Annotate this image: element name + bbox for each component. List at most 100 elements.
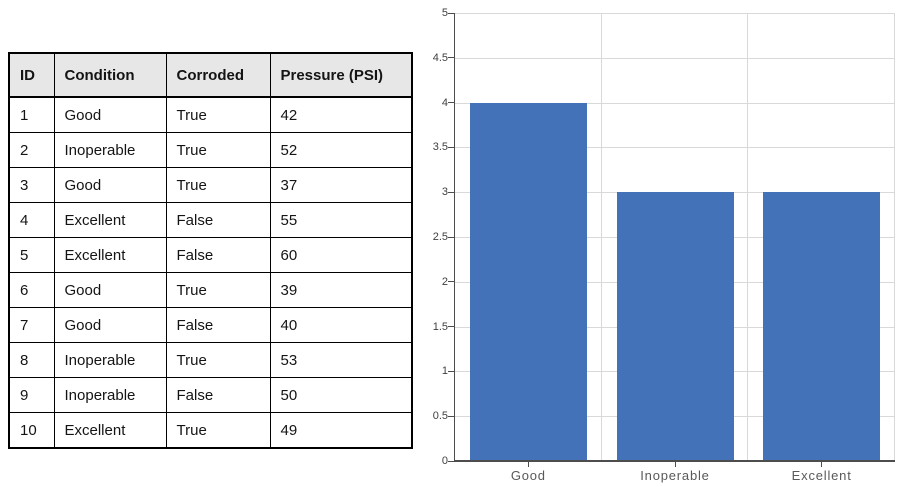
column-header: Pressure (PSI) [269, 52, 413, 98]
table-cell: 40 [269, 307, 413, 343]
table-header-row: ID Condition Corroded Pressure (PSI) [8, 52, 413, 98]
table-cell: False [165, 377, 271, 413]
table-row: 4 Excellent False 55 [8, 202, 413, 238]
x-gridline [894, 13, 895, 461]
y-axis-tick [448, 415, 454, 417]
y-tick-label: 2.5 [432, 231, 448, 243]
y-axis-tick [448, 281, 454, 283]
x-axis-line [453, 460, 895, 462]
table-cell: Excellent [53, 202, 167, 238]
table-cell: 3 [8, 167, 55, 203]
y-gridline [455, 102, 895, 104]
y-tick-label: 0.5 [432, 410, 448, 423]
y-tick-label: 0 [441, 455, 448, 467]
table-row: 8 Inoperable True 53 [8, 342, 413, 378]
table-cell: 37 [269, 167, 413, 203]
y-axis-tick [448, 460, 454, 462]
y-gridline [455, 192, 895, 194]
table-cell: Inoperable [53, 342, 167, 378]
table-cell: False [165, 307, 271, 343]
column-header: Condition [53, 52, 167, 98]
y-axis-tick [448, 370, 454, 373]
y-tick-label: 4 [441, 96, 448, 109]
table-cell: False [165, 237, 271, 273]
table-cell: 60 [269, 237, 413, 273]
table-cell: 55 [269, 202, 413, 238]
table-cell: Good [53, 307, 167, 343]
table-cell: Inoperable [53, 377, 167, 413]
table-cell: Excellent [53, 237, 167, 273]
table-cell: True [165, 342, 271, 378]
y-axis-tick [448, 236, 454, 238]
table-row: 1 Good True 42 [8, 96, 413, 133]
y-axis-tick [448, 326, 454, 328]
table-cell: 49 [269, 412, 413, 449]
table-cell: 52 [269, 132, 413, 168]
x-gridline [747, 13, 749, 461]
table-cell: 10 [8, 412, 55, 449]
table-header: ID Condition Corroded Pressure (PSI) [8, 52, 413, 98]
y-axis-tick [448, 102, 454, 104]
y-tick-label: 2 [441, 275, 448, 288]
table-row: 10 Excellent True 49 [8, 412, 413, 449]
x-tick-label: Inoperable [640, 468, 710, 483]
y-tick-label: 3 [441, 186, 448, 199]
table-cell: Excellent [53, 412, 167, 449]
bar-excellent [763, 192, 881, 461]
x-axis-tick [527, 462, 530, 467]
table-cell: True [165, 167, 271, 203]
y-gridline [455, 13, 895, 14]
y-gridline [455, 371, 895, 373]
table-cell: 2 [8, 132, 55, 168]
y-axis-tick [448, 57, 454, 59]
table-cell: 39 [269, 272, 413, 308]
table-row: 5 Excellent False 60 [8, 237, 413, 273]
bar-good [469, 102, 587, 461]
table-cell: False [165, 202, 271, 238]
table-row: 2 Inoperable True 52 [8, 132, 413, 168]
y-tick-label: 1.5 [432, 320, 448, 333]
table-cell: True [165, 96, 271, 133]
y-axis-tick [448, 146, 454, 149]
column-header: ID [8, 52, 55, 98]
y-axis-line [453, 13, 455, 462]
table-cell: 50 [269, 377, 413, 413]
x-gridline [600, 13, 602, 461]
pipe-data-table: ID Condition Corroded Pressure (PSI) 1 Good T… [8, 52, 413, 449]
y-gridline [455, 281, 895, 283]
bar-inoperable [616, 192, 734, 461]
table-body: 1 Good True 42 2 Inoperable True 52 3 Good True 37 4… [8, 96, 413, 449]
x-axis-tick [821, 462, 823, 467]
table-cell: 7 [8, 307, 55, 343]
table-cell: 9 [8, 377, 55, 413]
x-axis-tick [674, 462, 676, 467]
y-tick-label: 4.5 [432, 51, 448, 64]
table-cell: 4 [8, 202, 55, 238]
y-axis-tick [448, 191, 454, 193]
x-tick-label: Good [510, 468, 546, 483]
table-cell: Good [53, 167, 167, 203]
y-tick-label: 3.5 [432, 141, 448, 154]
y-tick-label: 5 [441, 7, 448, 19]
y-gridline [455, 416, 895, 418]
y-gridline [455, 237, 895, 238]
y-axis-tick [448, 12, 454, 14]
table-cell: Good [53, 272, 167, 308]
table-cell: 42 [269, 96, 413, 133]
table-cell: True [165, 272, 271, 308]
table-row: 9 Inoperable False 50 [8, 377, 413, 413]
x-tick-label: Excellent [791, 468, 852, 483]
table-row: 6 Good True 39 [8, 272, 413, 308]
y-gridline [455, 57, 895, 59]
table-row: 7 Good False 40 [8, 307, 413, 343]
table-cell: 53 [269, 342, 413, 378]
table-cell: 5 [8, 237, 55, 273]
table-row: 3 Good True 37 [8, 167, 413, 203]
y-gridline [455, 326, 895, 328]
table-cell: 8 [8, 342, 55, 378]
table-cell: True [165, 412, 271, 449]
y-tick-label: 1 [441, 365, 448, 378]
table-cell: 6 [8, 272, 55, 308]
y-gridline [455, 147, 895, 149]
